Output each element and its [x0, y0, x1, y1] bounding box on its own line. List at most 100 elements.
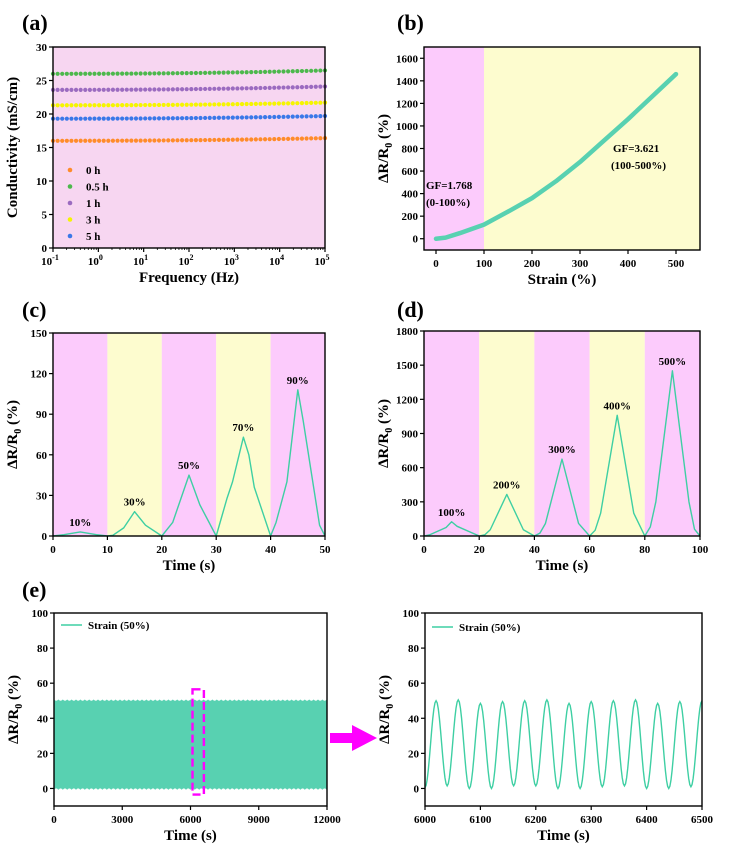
data-point: [276, 114, 281, 120]
data-point: [124, 71, 129, 76]
data-point: [175, 102, 180, 107]
data-point: [313, 136, 318, 141]
data-point: [129, 71, 134, 76]
data-point: [115, 138, 120, 143]
y-tick-label: 60: [37, 678, 49, 690]
data-point: [295, 101, 300, 106]
x-tick-label: 105: [315, 253, 330, 268]
series-0.5h: [50, 68, 328, 76]
data-point: [258, 101, 263, 106]
data-point: [244, 101, 249, 107]
data-point: [286, 136, 291, 141]
data-point: [92, 103, 97, 108]
y-tick-label: 1500: [396, 360, 419, 372]
data-point: [230, 115, 235, 120]
x-axis-title: Time (s): [537, 828, 590, 844]
data-point: [318, 84, 323, 89]
y-tick-label: 1000: [396, 121, 419, 133]
data-point: [143, 102, 148, 108]
y-tick-label: 150: [31, 328, 48, 340]
data-point: [221, 70, 226, 75]
data-point: [106, 116, 111, 121]
data-point: [161, 102, 166, 108]
data-point: [239, 70, 245, 75]
data-point: [64, 103, 69, 108]
data-point: [161, 87, 166, 92]
data-point: [318, 136, 323, 141]
data-point: [290, 114, 295, 119]
data-point: [64, 138, 69, 143]
data-point: [147, 138, 152, 143]
y-axis-title: ΔR/R0 (%): [376, 399, 395, 468]
x-tick-label: 0: [50, 544, 56, 556]
y-tick-label: 5: [42, 210, 48, 222]
data-point: [156, 102, 162, 108]
data-point: [304, 114, 309, 119]
x-tick-label: 200: [524, 258, 541, 270]
region-yellow: [589, 331, 645, 536]
data-point: [281, 114, 286, 119]
legend-label: 0 h: [86, 165, 100, 177]
data-point: [78, 103, 83, 108]
data-point: [262, 69, 268, 74]
x-tick-label: 6000: [180, 814, 203, 826]
legend-marker: [67, 167, 73, 173]
peak-label: 50%: [178, 460, 200, 472]
data-point: [138, 138, 143, 143]
y-tick-label: 120: [31, 369, 48, 381]
data-point: [318, 68, 323, 73]
data-point: [152, 138, 157, 143]
chart-e-right: Strain (50%) 0 20 40 60 80 100 6000 6100 6200 6300…: [377, 608, 714, 844]
data-point: [60, 87, 65, 92]
data-point: [92, 87, 97, 92]
data-point: [226, 115, 231, 120]
data-point: [69, 103, 74, 108]
data-point: [230, 70, 235, 75]
data-point: [138, 87, 143, 92]
data-point: [221, 115, 226, 120]
x-tick-label: 6200: [525, 814, 548, 826]
data-point: [276, 101, 281, 106]
legend-label: 1 h: [86, 198, 100, 210]
y-tick-label: 60: [36, 450, 48, 462]
data-point: [110, 103, 116, 108]
data-point: [290, 136, 295, 141]
x-tick-label: 10: [102, 544, 114, 556]
data-point: [272, 114, 277, 120]
data-point: [207, 115, 212, 120]
y-tick-label: 1200: [396, 394, 419, 406]
legend-marker: [67, 233, 73, 239]
data-point: [276, 85, 281, 90]
data-point: [97, 71, 102, 76]
y-tick-label: 1400: [396, 76, 419, 88]
series-5h: [50, 113, 328, 121]
peak-label: 90%: [287, 375, 309, 387]
data-point: [262, 85, 268, 91]
data-point: [87, 71, 92, 76]
series-0h: [50, 136, 328, 143]
data-point: [133, 102, 139, 108]
x-tick-label: 40: [529, 544, 541, 556]
data-point: [304, 68, 309, 74]
data-point: [309, 114, 314, 119]
panel-label: (d): [397, 297, 424, 322]
data-point: [78, 116, 83, 121]
y-tick-label: 10: [36, 176, 48, 188]
x-tick-label: 6100: [469, 814, 492, 826]
legend: 0 h 0.5 h 1 h 3 h 5 h: [67, 165, 109, 243]
data-point: [60, 71, 65, 76]
data-point: [239, 101, 245, 107]
data-point: [106, 87, 111, 92]
x-tick-label: 9000: [248, 814, 271, 826]
data-point: [69, 138, 74, 143]
y-tick-label: 400: [402, 189, 419, 201]
data-point: [272, 136, 277, 142]
data-point: [313, 68, 318, 73]
data-point: [189, 70, 194, 76]
data-point: [120, 103, 125, 108]
x-tick-label: 102: [179, 253, 194, 268]
data-point: [290, 101, 295, 106]
region-pink: [644, 331, 700, 536]
data-point: [244, 86, 249, 91]
data-point: [55, 87, 60, 92]
